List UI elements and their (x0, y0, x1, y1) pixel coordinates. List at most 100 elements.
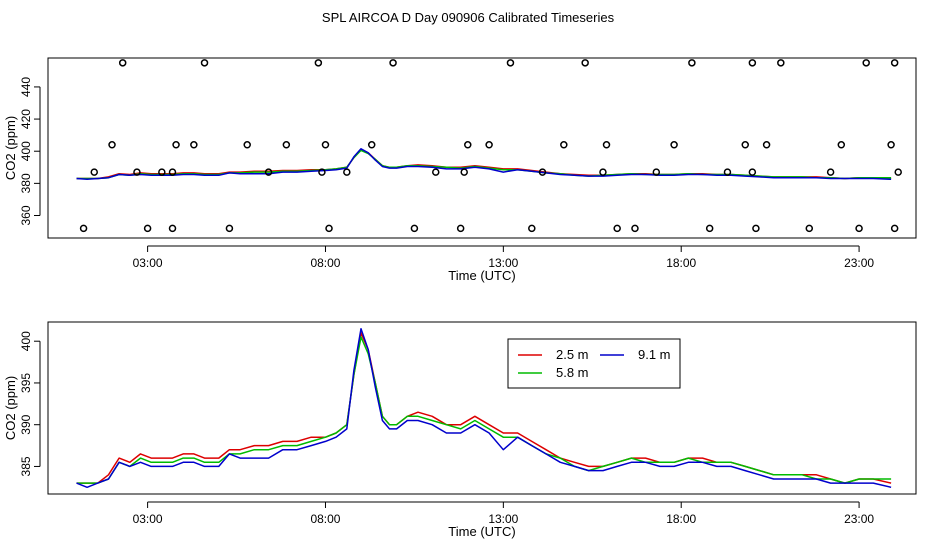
axes-top: 03:00 08:00 13:00 18:00 23:00 360 380 400 420 440 (19, 77, 874, 270)
outlier-point (460, 168, 468, 176)
y-tick-label: 380 (19, 173, 33, 193)
x-tick-label: 08:00 (310, 512, 340, 526)
y-tick-label: 390 (19, 414, 33, 434)
outlier-point (528, 224, 536, 233)
y-tick-label: 385 (19, 456, 33, 476)
outlier-point (282, 141, 291, 149)
x-tick-label: 03:00 (133, 256, 163, 270)
outlier-point (200, 59, 209, 67)
outlier-point (748, 59, 757, 67)
series-line-9-1-m (76, 327, 892, 489)
outlier-point (748, 168, 757, 176)
y-tick-label: 420 (19, 109, 33, 129)
outlier-point (581, 59, 589, 67)
x-tick-label: 23:00 (844, 256, 874, 270)
outlier-point (688, 59, 696, 67)
chart-title: SPL AIRCOA D Day 090906 Calibrated Times… (322, 10, 615, 25)
outlier-point (158, 168, 166, 176)
outlier-point (805, 224, 814, 233)
outlier-point (464, 141, 472, 149)
legend-label-5-8m: 5.8 m (556, 365, 589, 380)
outlier-point (887, 141, 895, 149)
plot-marks-top (76, 59, 902, 233)
legend-box (507, 338, 681, 389)
outlier-point (752, 224, 760, 233)
x-axis-label-top: Time (UTC) (448, 268, 515, 283)
outlier-point (560, 141, 568, 149)
outlier-point (705, 224, 714, 233)
outlier-point (325, 224, 333, 233)
y-tick-label: 360 (19, 205, 33, 225)
y-tick-label: 400 (19, 331, 33, 351)
x-tick-label: 13:00 (488, 512, 518, 526)
outlier-point (631, 224, 639, 233)
outlier-point (741, 141, 749, 149)
outlier-point (314, 59, 323, 67)
outlier-point (432, 168, 440, 176)
outlier-point (506, 59, 515, 67)
outlier-point (862, 59, 870, 67)
outlier-point (602, 141, 611, 149)
outlier-point (79, 224, 88, 233)
legend-label-9-1m: 9.1 m (638, 347, 671, 362)
panel-bottom: 03:00 08:00 13:00 18:00 23:00 385 390 395 400 Ti… (3, 321, 917, 539)
plot-marks-bottom (76, 327, 892, 489)
outlier-point (321, 141, 330, 149)
x-tick-label: 23:00 (844, 512, 874, 526)
outlier-point (118, 59, 127, 67)
plot-frame-bottom (47, 321, 917, 495)
outlier-point (410, 224, 419, 233)
outlier-point (133, 168, 141, 176)
axes-bottom: 03:00 08:00 13:00 18:00 23:00 385 390 395 400 (19, 331, 874, 526)
outlier-point (777, 59, 785, 67)
outlier-point (172, 141, 180, 149)
outlier-point (723, 168, 732, 176)
outlier-point (243, 141, 251, 149)
outlier-point (652, 168, 661, 176)
outlier-point (343, 168, 351, 176)
outlier-point (837, 141, 846, 149)
legend: 2.5 m 9.1 m 5.8 m (507, 338, 681, 389)
outlier-point (456, 224, 465, 233)
x-tick-label: 18:00 (666, 256, 696, 270)
series-line-5-8-m (76, 336, 892, 484)
x-tick-label: 03:00 (133, 512, 163, 526)
outlier-point (670, 141, 678, 149)
outlier-point (826, 168, 835, 176)
plot-frame-top (47, 57, 917, 239)
x-tick-label: 18:00 (666, 512, 696, 526)
outlier-point (90, 168, 98, 176)
series-line-5-8-m (76, 149, 892, 180)
outlier-point (168, 224, 177, 233)
outlier-point (389, 59, 397, 67)
outlier-point (855, 224, 863, 233)
outlier-point (613, 224, 621, 233)
outlier-point (318, 168, 326, 176)
outlier-point (108, 141, 116, 149)
outlier-point (168, 168, 177, 176)
outlier-point (762, 141, 771, 149)
outlier-point (538, 168, 547, 176)
outlier-point (485, 141, 493, 149)
y-axis-label-bottom: CO2 (ppm) (3, 376, 18, 440)
outlier-point (890, 59, 899, 67)
panel-top: 03:00 08:00 13:00 18:00 23:00 360 380 400 420 440… (3, 57, 917, 283)
outlier-point (894, 168, 902, 176)
outlier-point (264, 168, 273, 176)
outlier-point (190, 141, 198, 149)
outlier-point (599, 168, 607, 176)
x-tick-label: 08:00 (310, 256, 340, 270)
series-line-9-1-m (76, 148, 892, 181)
outlier-point (890, 224, 899, 233)
legend-label-2-5m: 2.5 m (556, 347, 589, 362)
outlier-point (367, 141, 376, 149)
outlier-point (143, 224, 152, 233)
y-tick-label: 395 (19, 373, 33, 393)
x-tick-label: 13:00 (488, 256, 518, 270)
x-axis-label-bottom: Time (UTC) (448, 524, 515, 539)
y-axis-label-top: CO2 (ppm) (3, 116, 18, 180)
y-tick-label: 440 (19, 77, 33, 97)
outlier-point (225, 224, 234, 233)
y-tick-label: 400 (19, 141, 33, 161)
